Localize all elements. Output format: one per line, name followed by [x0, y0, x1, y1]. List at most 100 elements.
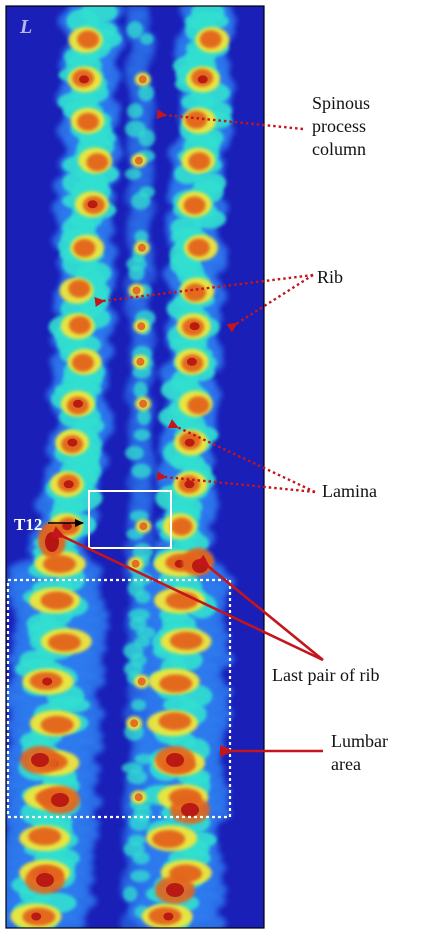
heat-peak [187, 396, 210, 415]
heat-peak [139, 522, 148, 531]
t12-label: T12 [14, 515, 42, 534]
heat-max [31, 912, 42, 921]
heat-peak [184, 283, 207, 302]
heat-max [73, 399, 83, 408]
lumbar-label-line1: Lumbar [331, 731, 388, 751]
heat-mid [133, 381, 148, 399]
corner-label: L [19, 16, 32, 38]
spinous-label-line3: column [312, 139, 366, 159]
spinous-label-line2: process [312, 116, 366, 136]
heat-max [181, 803, 199, 817]
heat-peak [159, 674, 193, 693]
heat-max [79, 75, 90, 84]
heat-peak [137, 677, 146, 686]
heat-mid [132, 851, 150, 865]
heat-peak [77, 30, 100, 49]
lumbar-label-line2: area [331, 754, 361, 774]
heat-max [186, 357, 197, 366]
t12-highlight-box [88, 490, 172, 549]
heat-mid [130, 870, 151, 882]
heat-peak [43, 555, 76, 574]
lamina-arrow-upper [167, 419, 316, 494]
heat-peak [170, 517, 193, 536]
heat-max [42, 677, 53, 686]
heat-max [184, 438, 195, 447]
heat-peak [48, 633, 81, 652]
heat-peak [86, 153, 109, 172]
heat-max [166, 883, 184, 897]
heat-mid [126, 769, 148, 785]
heat-max [31, 753, 49, 767]
heat-mid [138, 129, 156, 147]
heat-max [67, 438, 78, 447]
heat-mid [130, 192, 151, 210]
heat-mid [129, 813, 150, 831]
heat-peak [28, 827, 62, 846]
heat-peak [169, 631, 203, 650]
heat-max [192, 559, 208, 573]
heat-max [166, 753, 184, 767]
lumbar-area-label: Lumbar area [331, 731, 392, 774]
heat-peak [187, 238, 210, 257]
heatmap-panel [5, 5, 265, 929]
heat-max [45, 532, 59, 552]
heat-mid [124, 661, 143, 677]
heat-mid [124, 168, 142, 180]
heat-peak [139, 399, 148, 408]
heat-mid [126, 21, 144, 39]
heat-mid [137, 408, 151, 426]
heat-max [63, 480, 74, 489]
heat-mid [127, 103, 143, 119]
heat-peak [134, 156, 143, 165]
rib-label: Rib [317, 267, 343, 287]
heat-peak [132, 286, 141, 295]
last-pair-of-ribs-label: Last pair of rib [272, 665, 379, 685]
spinous-label-line1: Spinous [312, 93, 370, 113]
heat-max [87, 200, 98, 209]
heat-mid [128, 265, 145, 281]
heat-peak [71, 353, 94, 372]
heat-peak [185, 110, 208, 129]
lamina-label: Lamina [322, 481, 377, 501]
heat-mid [125, 446, 144, 460]
lumbar-area-box [6, 578, 232, 819]
heat-mid [131, 699, 147, 711]
heat-max [189, 322, 200, 331]
heat-peak [137, 243, 146, 252]
heat-peak [68, 279, 91, 298]
heat-peak [152, 830, 186, 848]
heat-mid [136, 626, 156, 640]
heat-mid [134, 590, 151, 604]
last-rib-arrow-right [195, 554, 324, 662]
heat-max [36, 873, 54, 887]
heat-mid [139, 33, 154, 45]
heat-mid [122, 886, 138, 902]
heat-peak [137, 322, 146, 331]
heat-mid [131, 463, 152, 479]
heat-peak [199, 30, 222, 49]
heat-mid [134, 753, 154, 765]
heat-peak [68, 316, 91, 335]
heat-max [51, 793, 69, 807]
heat-mid [134, 230, 149, 244]
heat-mid [133, 429, 151, 441]
rib-arrow-left [94, 273, 314, 307]
heat-peak [183, 196, 206, 215]
heat-peak [73, 239, 96, 258]
heat-peak [136, 357, 145, 366]
spine-heat-pattern [6, 6, 237, 928]
heat-mid [132, 365, 152, 379]
heat-peak [188, 152, 211, 171]
heat-mid [138, 84, 155, 102]
heat-peak [131, 559, 140, 568]
heat-peak [40, 715, 74, 734]
heat-max [163, 912, 174, 921]
spinous-label: Spinous process column [312, 93, 375, 159]
last-rib-arrow-left [50, 526, 324, 662]
heat-peak [158, 712, 192, 731]
spinous-arrow [156, 109, 304, 131]
heat-max [184, 480, 195, 489]
solid-arrows [50, 526, 324, 757]
heat-peak [40, 591, 74, 610]
